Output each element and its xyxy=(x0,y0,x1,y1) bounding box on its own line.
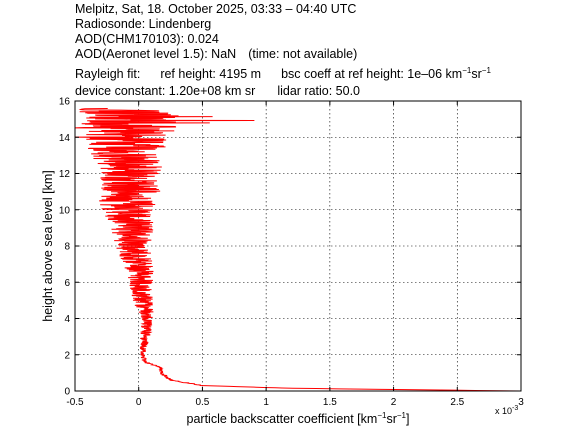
x-axis-label: particle backscatter coefficient [km−1sr… xyxy=(187,411,410,426)
x-tick-label: -0.5 xyxy=(66,397,84,408)
y-axis-label: height above sea level [km] xyxy=(41,170,55,321)
y-tick-label: 0 xyxy=(64,387,70,398)
y-tick-label: 14 xyxy=(59,133,71,144)
y-tick-label: 10 xyxy=(59,205,71,216)
title-device-constant: device constant: 1.20e+08 km sr lidar rat… xyxy=(75,84,360,99)
y-tick-label: 4 xyxy=(64,314,70,325)
title-aod-chm: AOD(CHM170103): 0.024 xyxy=(75,32,219,46)
x-tick-label: 3 xyxy=(518,397,524,408)
aod-aeronet-time: (time: not available) xyxy=(248,47,358,61)
title-location-time: Melpitz, Sat, 18. October 2025, 03:33 – … xyxy=(75,2,357,16)
rayleigh-bsc-coeff: bsc coeff at ref height: 1e–06 km−1sr−1 xyxy=(281,66,491,82)
x-tick-label: 0.5 xyxy=(195,397,209,408)
series-layer xyxy=(74,108,522,392)
backscatter-profile-line xyxy=(74,108,522,392)
x-tick-label: 2.5 xyxy=(450,397,464,408)
title-aod-aeronet: AOD(Aeronet level 1.5): NaN (time: not av… xyxy=(75,47,357,62)
device-constant-value: device constant: 1.20e+08 km sr xyxy=(75,84,256,98)
title-rayleigh-fit: Rayleigh fit: ref height: 4195 m bsc coeff… xyxy=(75,67,491,82)
x-tick-label: 0 xyxy=(136,397,142,408)
title-radiosonde: Radiosonde: Lindenberg xyxy=(75,17,212,31)
x-axis-exponent: x 10-3 xyxy=(495,405,518,416)
y-tick-label: 12 xyxy=(59,169,71,180)
aod-aeronet-value: AOD(Aeronet level 1.5): NaN xyxy=(75,47,237,61)
rayleigh-fit-label: Rayleigh fit: xyxy=(75,67,141,81)
y-tick-label: 8 xyxy=(64,242,70,253)
rayleigh-ref-height: ref height: 4195 m xyxy=(160,67,262,81)
x-tick-label: 1.5 xyxy=(323,397,337,408)
x-tick-label: 1 xyxy=(263,397,269,408)
y-tick-label: 16 xyxy=(59,97,71,108)
lidar-ratio-value: lidar ratio: 50.0 xyxy=(277,84,360,98)
y-tick-label: 6 xyxy=(64,278,70,289)
y-tick-label: 2 xyxy=(64,350,70,361)
x-tick-label: 2 xyxy=(391,397,397,408)
